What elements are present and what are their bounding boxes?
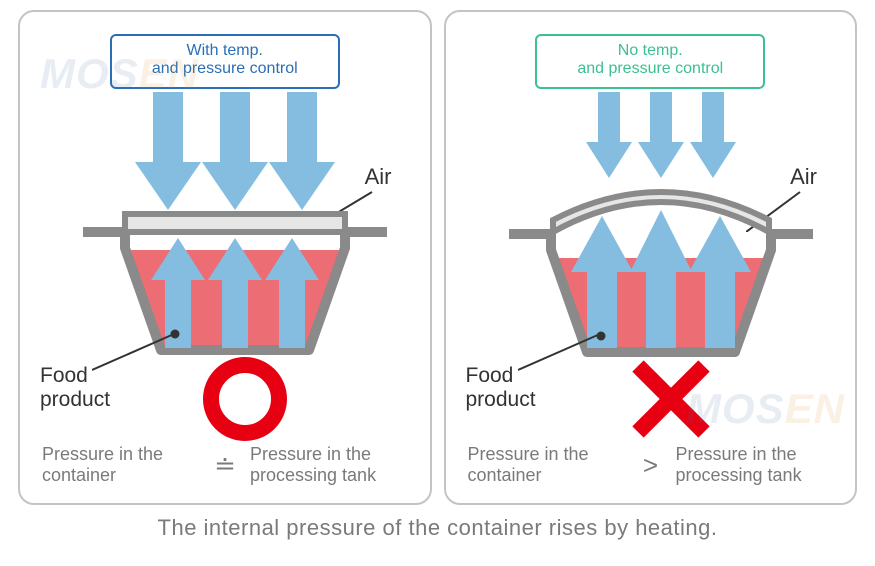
down-arrows-right bbox=[586, 92, 736, 182]
food-leader-left bbox=[92, 332, 182, 372]
pr-l2: container bbox=[468, 465, 542, 485]
food-label-line2: product bbox=[40, 388, 110, 411]
panels-row: With temp. and pressure control Air bbox=[0, 0, 875, 505]
pl-l1: Pressure in the bbox=[42, 444, 163, 464]
panel-with-control: With temp. and pressure control Air bbox=[18, 10, 432, 505]
food-label-r2: product bbox=[466, 388, 536, 411]
panel-no-control: No temp. and pressure control Air bbox=[444, 10, 858, 505]
food-leader-right bbox=[518, 332, 608, 372]
food-label-r1: Food bbox=[466, 364, 514, 387]
pl-r1: Pressure in the bbox=[250, 444, 371, 464]
control-line2-r: and pressure control bbox=[577, 60, 723, 77]
ok-circle-icon bbox=[200, 354, 290, 444]
control-box-left: With temp. and pressure control bbox=[110, 34, 340, 89]
air-label-left: Air bbox=[365, 164, 392, 190]
pressure-operator-left: ≐ bbox=[210, 450, 240, 481]
pressure-right-tank: Pressure in the processing tank bbox=[676, 444, 802, 487]
down-arrows-left bbox=[135, 92, 335, 212]
food-label-line1: Food bbox=[40, 364, 88, 387]
pl-r2: processing tank bbox=[250, 465, 376, 485]
caption-text: The internal pressure of the container r… bbox=[0, 505, 875, 541]
pressure-left-container: Pressure in the container bbox=[42, 444, 163, 487]
pr-r2: processing tank bbox=[676, 465, 802, 485]
pr-l1: Pressure in the bbox=[468, 444, 589, 464]
pr-r1: Pressure in the bbox=[676, 444, 797, 464]
control-line1: With temp. bbox=[187, 42, 263, 59]
pressure-operator-right: > bbox=[636, 450, 666, 481]
control-line1-r: No temp. bbox=[618, 42, 683, 59]
ng-cross-icon bbox=[626, 354, 716, 444]
control-box-right: No temp. and pressure control bbox=[535, 34, 765, 89]
pl-l2: container bbox=[42, 465, 116, 485]
pressure-left-tank: Pressure in the processing tank bbox=[250, 444, 376, 487]
pressure-right-container: Pressure in the container bbox=[468, 444, 589, 487]
control-line2: and pressure control bbox=[152, 60, 298, 77]
